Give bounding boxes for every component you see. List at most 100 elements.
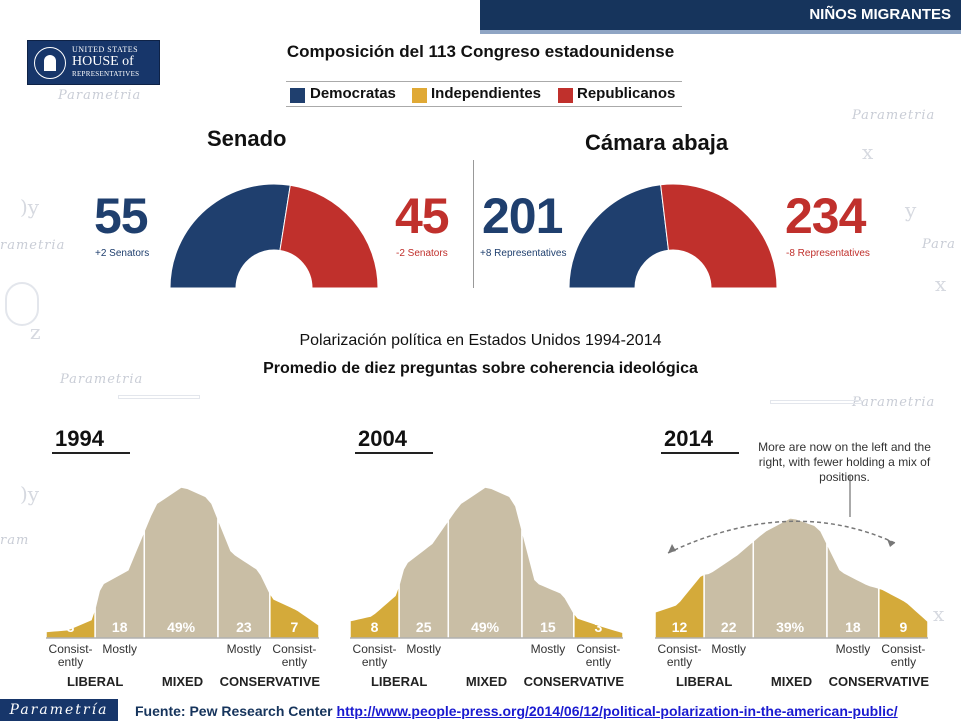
trend-arc bbox=[667, 520, 896, 554]
category-label: ently bbox=[891, 655, 916, 669]
axis-group-label: MIXED bbox=[771, 674, 812, 689]
category-label: ently bbox=[667, 655, 692, 669]
axis-group-label: MIXED bbox=[162, 674, 203, 689]
category-label: ently bbox=[282, 655, 307, 669]
senate-dem-count: 55 bbox=[94, 188, 149, 244]
house-seats-democratas bbox=[568, 184, 670, 289]
watermark-glyph: x bbox=[933, 602, 945, 626]
trend-annotation: More are now on the left and the right, … bbox=[758, 440, 931, 484]
category-label: Consist- bbox=[881, 642, 925, 656]
logo-line2: HOUSE of bbox=[72, 54, 134, 69]
axis-group-label: LIBERAL bbox=[676, 674, 732, 689]
watermark-text: Parametria bbox=[60, 372, 144, 387]
area-segment-2004-4 bbox=[573, 610, 624, 639]
house-dem-count: 201 bbox=[482, 188, 563, 244]
legend-swatch-ind bbox=[412, 88, 427, 103]
area-segment-2014-1 bbox=[703, 539, 755, 639]
legend-label-ind: Independientes bbox=[431, 85, 542, 102]
polarization-title: Polarización política en Estados Unidos … bbox=[299, 332, 662, 349]
watermark-glyph: z bbox=[30, 320, 41, 344]
house-hemicycle-chart bbox=[568, 183, 778, 289]
value-label: 15 bbox=[540, 619, 556, 635]
watermark-shape bbox=[5, 282, 39, 326]
legend-label-rep: Republicanos bbox=[577, 85, 676, 102]
axis-group-label: LIBERAL bbox=[67, 674, 123, 689]
house-logo: UNITED STATES HOUSE of REPRESENTATIVES bbox=[27, 40, 160, 85]
area-segment-1994-4 bbox=[269, 590, 320, 639]
source-link[interactable]: http://www.people-press.org/2014/06/12/p… bbox=[336, 703, 898, 719]
category-label: Mostly bbox=[711, 642, 746, 656]
value-label: 49% bbox=[167, 619, 196, 635]
area-segment-2004-1 bbox=[398, 517, 450, 639]
legend-label-dem: Democratas bbox=[310, 85, 396, 102]
category-label: Consist- bbox=[272, 642, 316, 656]
area-segment-2004-3 bbox=[521, 529, 575, 639]
distribution-2014: 12 Consist-ently 22 Mostly 39% 18 Mostly 9 Consi… bbox=[654, 517, 930, 689]
axis-group-label: CONSERVATIVE bbox=[524, 674, 625, 689]
value-label: 3 bbox=[595, 619, 603, 635]
senate-seats-democratas bbox=[169, 183, 291, 289]
area-segment-1994-1 bbox=[94, 530, 146, 639]
category-label: Mostly bbox=[406, 642, 441, 656]
category-label: ently bbox=[362, 655, 387, 669]
category-label: Mostly bbox=[227, 642, 262, 656]
year-rule bbox=[661, 452, 739, 454]
value-label: 25 bbox=[416, 619, 432, 635]
arrow-left-icon bbox=[668, 544, 676, 553]
watermark-text: Para bbox=[922, 237, 956, 252]
axis-group-label: CONSERVATIVE bbox=[220, 674, 321, 689]
watermark-glyph: )y bbox=[20, 195, 40, 219]
logo-line3: REPRESENTATIVES bbox=[72, 70, 140, 78]
watermark-text: Parametria bbox=[58, 88, 142, 103]
source-footer: Fuente: Pew Research Center http://www.p… bbox=[135, 703, 898, 719]
category-label: ently bbox=[58, 655, 83, 669]
distribution-1994: 3 Consist-ently 18 Mostly 49% 23 Mostly 7 Consis… bbox=[45, 486, 321, 689]
area-segment-2004-2 bbox=[447, 486, 523, 639]
senate-label: Senado bbox=[207, 126, 287, 151]
watermark-text: rametria bbox=[0, 238, 66, 253]
header-accent bbox=[480, 30, 961, 34]
senate-hemicycle-chart bbox=[169, 183, 379, 289]
watermark-text: Parametria bbox=[852, 395, 936, 410]
value-label: 23 bbox=[236, 619, 252, 635]
logo-line1: UNITED STATES bbox=[72, 45, 139, 54]
banner-title: NIÑOS MIGRANTES bbox=[809, 6, 951, 23]
senate-seats-republicanos bbox=[279, 184, 379, 289]
congress-title: Composición del 113 Congreso estadounide… bbox=[286, 42, 675, 61]
axis-group-label: LIBERAL bbox=[371, 674, 427, 689]
legend-swatch-rep bbox=[558, 88, 573, 103]
distribution-2004: 8 Consist-ently 25 Mostly 49% 15 Mostly 3 Consis… bbox=[349, 486, 625, 689]
house-dem-change: +8 Representatives bbox=[480, 248, 567, 259]
watermark-glyph: x bbox=[935, 272, 947, 296]
chamber-divider bbox=[473, 160, 474, 288]
axis-group-label: MIXED bbox=[466, 674, 507, 689]
polarization-area-charts: 3 Consist-ently 18 Mostly 49% 23 Mostly 7 Consis… bbox=[45, 475, 930, 689]
year-rule bbox=[52, 452, 130, 454]
category-label: Consist- bbox=[658, 642, 702, 656]
area-segment-2014-4 bbox=[878, 586, 929, 639]
value-label: 49% bbox=[471, 619, 500, 635]
year-rule bbox=[355, 452, 433, 454]
category-label: Consist- bbox=[49, 642, 93, 656]
category-label: Mostly bbox=[102, 642, 137, 656]
area-segment-2014-0 bbox=[654, 572, 705, 639]
value-label: 18 bbox=[112, 619, 128, 635]
house-seats bbox=[568, 183, 778, 289]
value-label: 3 bbox=[67, 619, 75, 635]
area-segment-1994-3 bbox=[217, 518, 271, 639]
watermark-text: ram bbox=[0, 533, 30, 548]
value-label: 22 bbox=[721, 619, 737, 635]
area-segment-2004-0 bbox=[349, 584, 400, 639]
category-label: Mostly bbox=[836, 642, 871, 656]
area-segment-2014-3 bbox=[826, 543, 880, 639]
area-segment-1994-0 bbox=[45, 607, 96, 639]
area-segment-2014-2 bbox=[752, 517, 828, 639]
senate-dem-change: +2 Senators bbox=[95, 248, 150, 259]
parametria-logo: Parametría bbox=[0, 699, 118, 721]
capitol-dome-icon bbox=[34, 47, 66, 79]
polarization-subtitle: Promedio de diez preguntas sobre coheren… bbox=[263, 360, 698, 377]
watermark-text: Parametria bbox=[852, 108, 936, 123]
area-segment-1994-2 bbox=[143, 486, 219, 639]
legend-swatch-dem bbox=[290, 88, 305, 103]
axis-group-label: CONSERVATIVE bbox=[829, 674, 930, 689]
